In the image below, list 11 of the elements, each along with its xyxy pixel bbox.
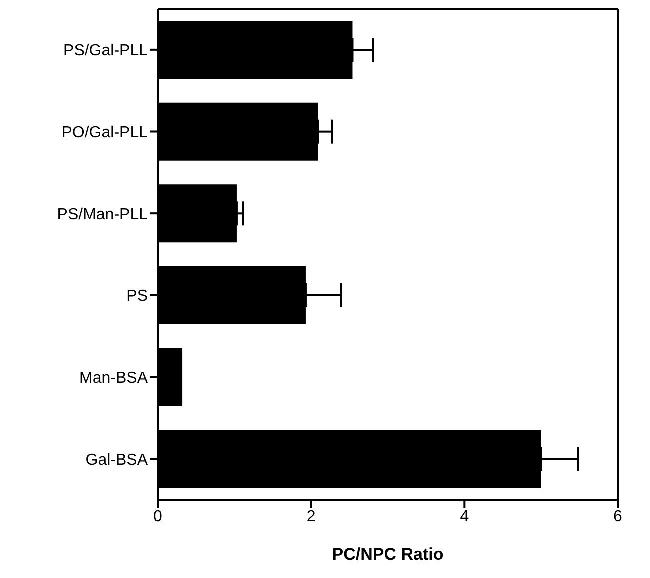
y-tick-label: PS/Man-PLL (57, 206, 148, 224)
y-tick-label: Gal-BSA (86, 452, 148, 469)
x-tick-label: 6 (614, 508, 623, 526)
y-tick-label: PS/Gal-PLL (64, 42, 148, 60)
y-tick-label: PO/Gal-PLL (62, 124, 148, 142)
y-tick-label: Man-BSA (80, 370, 148, 387)
x-axis-title: PC/NPC Ratio (332, 545, 444, 564)
x-tick-label: 0 (154, 508, 163, 526)
x-tick-label: 4 (460, 508, 470, 526)
x-tick-label: 2 (306, 508, 316, 526)
y-tick-label: PS (126, 288, 148, 306)
